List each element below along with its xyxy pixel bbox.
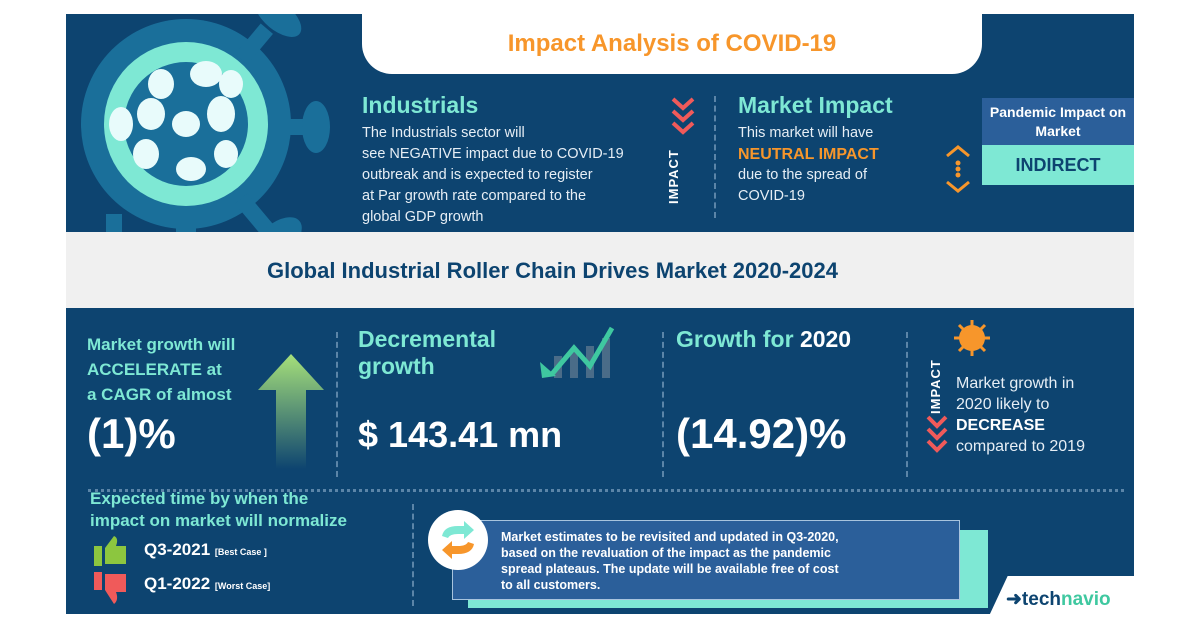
infographic: Impact Analysis of COVID-19 Industrials … — [66, 14, 1134, 614]
text-line: to all customers. — [501, 578, 601, 592]
year: 2020 — [799, 326, 852, 352]
thumbs-down-icon — [94, 572, 126, 604]
best-case-value: Q3-2021 — [144, 540, 211, 559]
refresh-icon — [428, 510, 488, 570]
text-line: impact on market will normalize — [90, 511, 347, 530]
divider — [906, 332, 908, 477]
notice-text: Market estimates to be revisited and upd… — [453, 521, 959, 593]
pandemic-impact-value: INDIRECT — [982, 145, 1134, 185]
divider — [412, 504, 414, 606]
impact-label: IMPACT — [928, 359, 943, 414]
impact-2020-description: Market growth in 2020 likely to DECREASE… — [956, 373, 1085, 457]
decrease-highlight: DECREASE — [956, 417, 1045, 434]
worst-case-note: [Worst Case] — [214, 581, 271, 591]
growth-2020-value: (14.92)% — [676, 410, 847, 457]
text-line: Market growth will — [87, 335, 236, 354]
divider — [336, 332, 338, 477]
text-line: see NEGATIVE impact due to COVID-19 — [362, 146, 624, 162]
virus-icon — [954, 320, 990, 356]
text-line: a CAGR of almost — [87, 385, 232, 404]
text-line: 2020 likely to — [956, 396, 1050, 413]
industrials-title: Industrials — [362, 92, 479, 118]
best-case: Q3-2021 [Best Case ] — [144, 540, 267, 560]
title-band: Global Industrial Roller Chain Drives Ma… — [66, 232, 1134, 308]
industrials-description: The Industrials sector will see NEGATIVE… — [362, 123, 624, 228]
text-line: Decremental — [358, 326, 497, 352]
best-case-note: [Best Case ] — [214, 547, 267, 557]
text-line: global GDP growth — [362, 209, 484, 225]
cagr-value: (1)% — [87, 410, 176, 457]
text-line: Market estimates to be revisited and upd… — [501, 530, 839, 544]
chevrons-down-icon — [671, 97, 695, 135]
notice-box: Market estimates to be revisited and upd… — [452, 520, 960, 600]
divider — [714, 96, 716, 218]
pandemic-impact-label: Pandemic Impact on Market — [982, 98, 1134, 145]
text-line: based on the revaluation of the impact a… — [501, 546, 831, 560]
page-title: Impact Analysis of COVID-19 — [507, 30, 837, 57]
text-line: spread plateaus. The update will be avai… — [501, 562, 839, 576]
worst-case: Q1-2022 [Worst Case] — [144, 574, 270, 594]
text-line: compared to 2019 — [956, 438, 1085, 455]
up-arrow-icon — [258, 354, 324, 469]
text-line: COVID-19 — [738, 188, 805, 204]
text-line: The Industrials sector will — [362, 125, 525, 141]
text-line: This market will have — [738, 125, 874, 141]
logo-text: navio — [1061, 589, 1111, 610]
growth-chart-icon — [540, 326, 615, 378]
text-line: Market growth in — [956, 375, 1075, 392]
neutral-impact-highlight: NEUTRAL IMPACT — [738, 146, 879, 163]
text-line: growth — [358, 353, 435, 379]
chevrons-down-icon — [926, 415, 948, 453]
text-line: outbreak and is expected to register — [362, 167, 593, 183]
normalize-title: Expected time by when the impact on mark… — [90, 488, 347, 532]
market-title: Global Industrial Roller Chain Drives Ma… — [267, 258, 838, 283]
decremental-value: $ 143.41 mn — [358, 414, 563, 455]
text-line: Expected time by when the — [90, 489, 309, 508]
cagr-description: Market growth will ACCELERATE at a CAGR … — [87, 332, 235, 407]
technavio-logo: ➜technavio — [1006, 589, 1111, 610]
impact-label: IMPACT — [666, 149, 681, 204]
thumbs-up-icon — [94, 536, 126, 566]
market-impact-description: This market will have NEUTRAL IMPACT due… — [738, 123, 879, 207]
logo-text: tech — [1021, 589, 1061, 610]
neutral-arrows-icon — [946, 145, 970, 193]
decremental-label: Decremental growth — [358, 326, 496, 380]
divider — [88, 489, 1124, 492]
header-tab: Impact Analysis of COVID-19 — [362, 14, 982, 74]
text-line: ACCELERATE at — [87, 360, 222, 379]
divider — [662, 332, 664, 477]
text-line: due to the spread of — [738, 167, 867, 183]
text-line: Growth for — [676, 326, 794, 352]
market-impact-title: Market Impact — [738, 92, 893, 118]
worst-case-value: Q1-2022 — [144, 574, 211, 593]
growth-2020-label: Growth for 2020 — [676, 326, 851, 353]
text-line: at Par growth rate compared to the — [362, 188, 587, 204]
